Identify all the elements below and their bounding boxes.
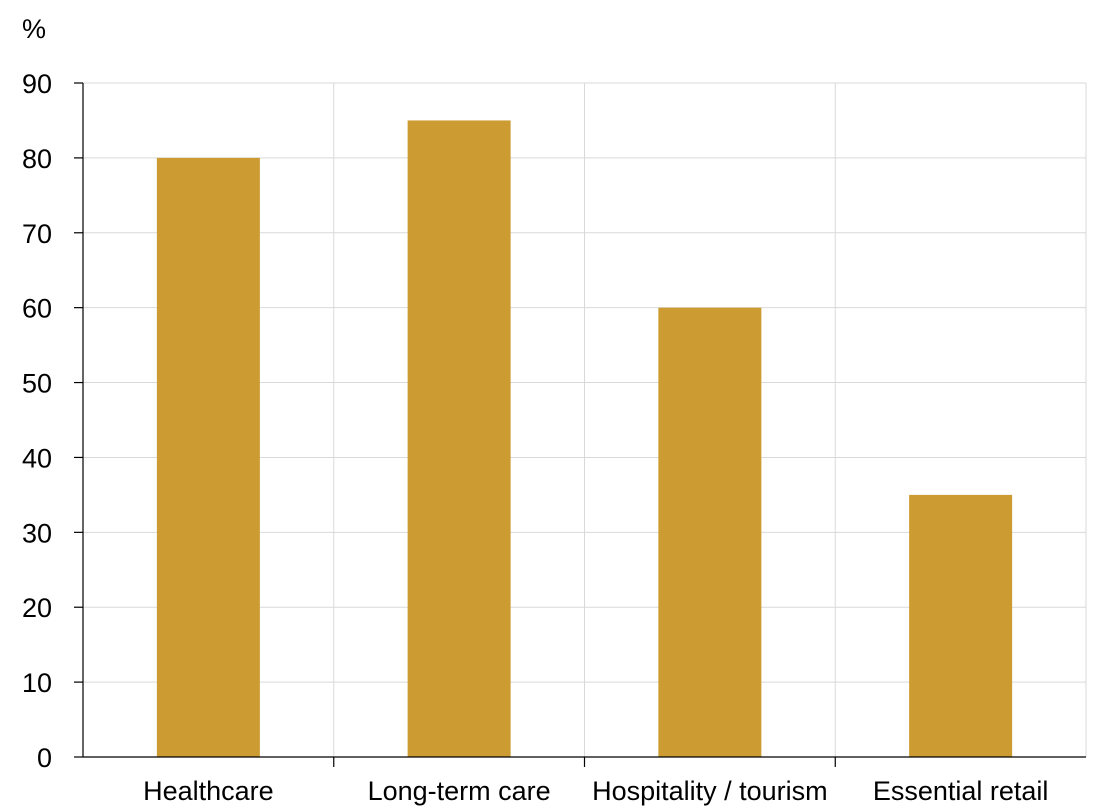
x-tick-label: Healthcare xyxy=(143,776,274,806)
y-tick-label: 40 xyxy=(22,443,52,473)
x-tick-label: Long-term care xyxy=(368,776,551,806)
bars xyxy=(156,120,1013,757)
y-tick-label: 0 xyxy=(37,743,52,773)
y-tick-label: 70 xyxy=(22,219,52,249)
bar-hospitality-tourism xyxy=(658,307,762,757)
y-axis-unit-label: % xyxy=(22,14,46,44)
y-tick-label: 20 xyxy=(22,593,52,623)
y-tick-label: 80 xyxy=(22,144,52,174)
bar-healthcare xyxy=(156,157,260,757)
axes: 0 10 20 30 40 50 60 70 80 90 Healthcare Long-term c… xyxy=(22,69,1086,806)
bar-long-term-care xyxy=(407,120,511,757)
y-tick-label: 60 xyxy=(22,294,52,324)
y-tick-label: 90 xyxy=(22,69,52,99)
y-tick-label: 30 xyxy=(22,518,52,548)
x-tick-label: Hospitality / tourism xyxy=(592,776,828,806)
bar-essential-retail xyxy=(909,494,1013,757)
x-tick-label: Essential retail xyxy=(873,776,1049,806)
y-tick-label: 10 xyxy=(22,668,52,698)
y-tick-label: 50 xyxy=(22,369,52,399)
